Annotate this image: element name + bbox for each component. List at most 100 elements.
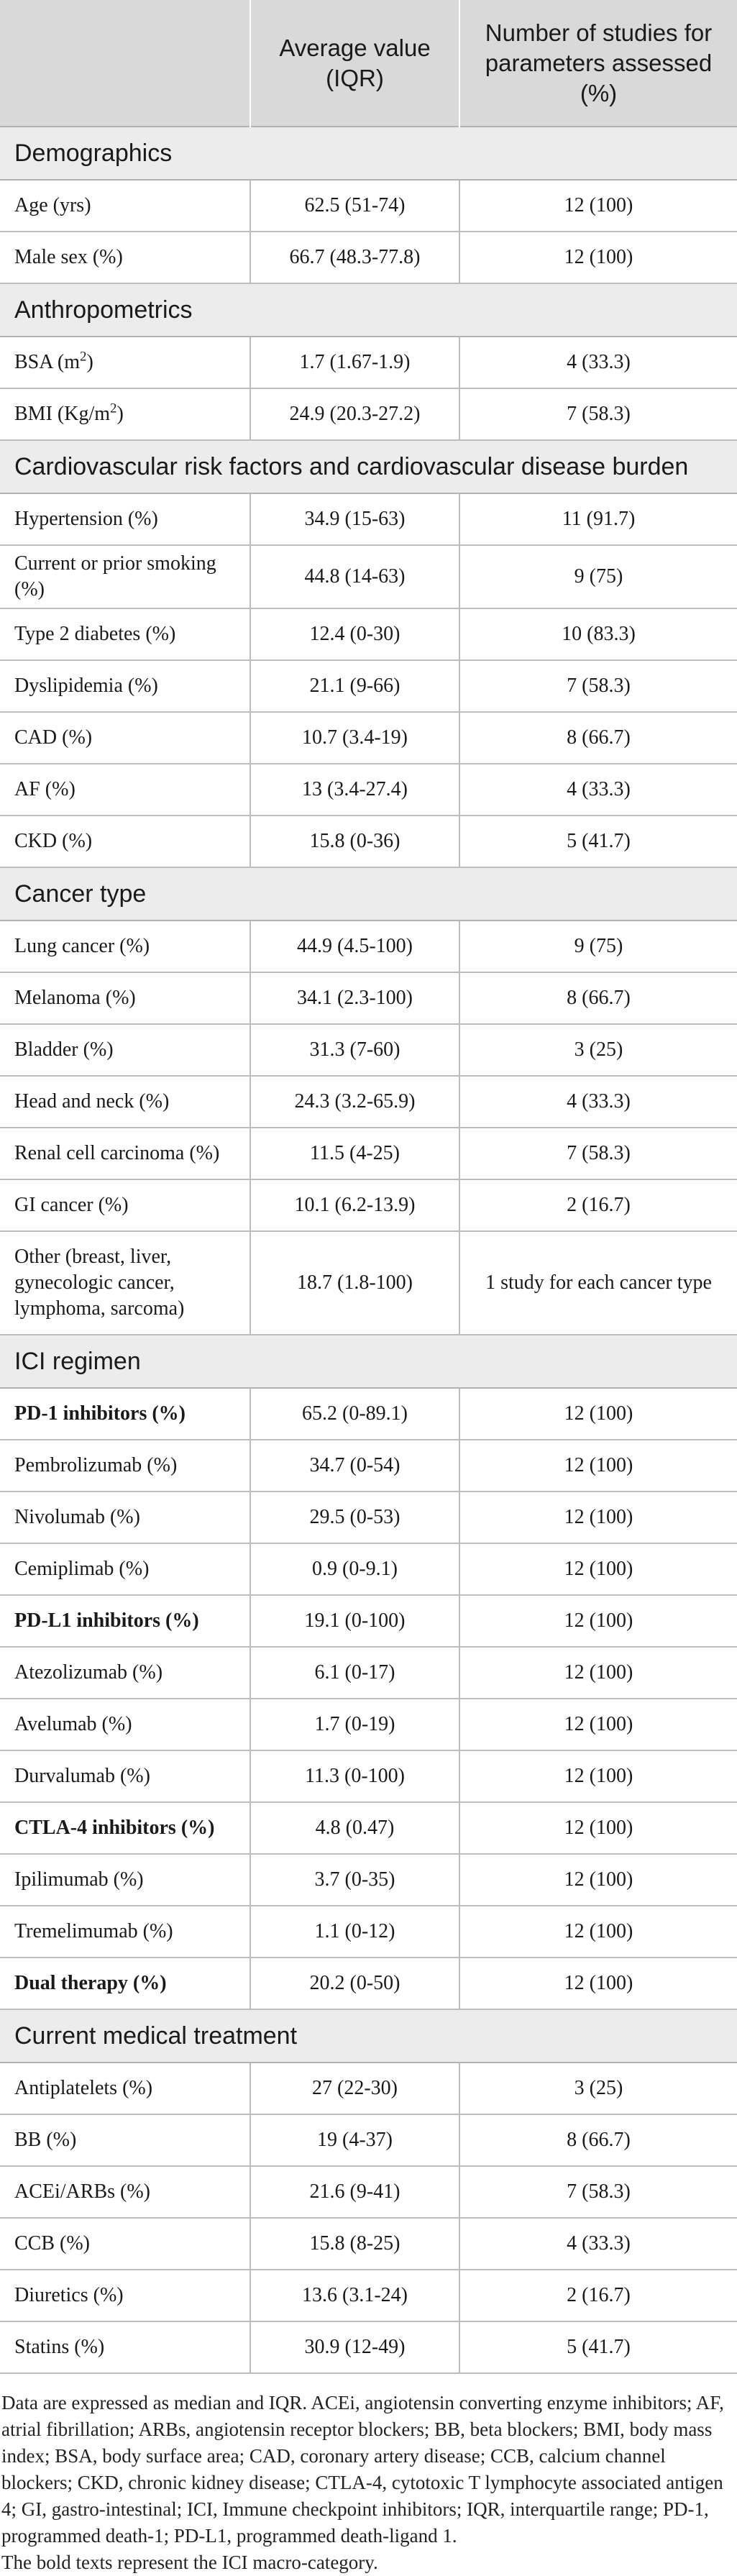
studies-count-cell: 2 (16.7) xyxy=(459,1179,737,1232)
row-label: Nivolumab (%) xyxy=(14,1506,140,1528)
table-row: Bladder (%) 31.3 (7-60) 3 (25) xyxy=(0,1024,737,1077)
row-label-cell: ACEi/ARBs (%) xyxy=(0,2166,250,2219)
row-label-cell: Other (breast, liver, gynecologic cancer… xyxy=(0,1231,250,1335)
average-value-cell: 34.1 (2.3-100) xyxy=(250,972,459,1025)
average-value-cell: 0.9 (0-9.1) xyxy=(250,1543,459,1596)
row-label: Renal cell carcinoma (%) xyxy=(14,1142,220,1164)
table-row: Other (breast, liver, gynecologic cancer… xyxy=(0,1231,737,1335)
studies-count-cell: 8 (66.7) xyxy=(459,2114,737,2167)
average-value-cell: 13 (3.4-27.4) xyxy=(250,764,459,816)
row-label-cell: Melanoma (%) xyxy=(0,972,250,1025)
average-value-cell: 15.8 (8-25) xyxy=(250,2218,459,2270)
studies-count-cell: 4 (33.3) xyxy=(459,1076,737,1128)
row-label-cell: CAD (%) xyxy=(0,712,250,764)
table-row: AF (%) 13 (3.4-27.4) 4 (33.3) xyxy=(0,764,737,816)
row-label-cell: PD-1 inhibitors (%) xyxy=(0,1388,250,1440)
studies-count-cell: 12 (100) xyxy=(459,1958,737,2010)
superscript: 2 xyxy=(110,401,117,416)
section-header-row: Current medical treatment xyxy=(0,2009,737,2063)
row-label-cell: Diuretics (%) xyxy=(0,2270,250,2322)
table-row: Diuretics (%) 13.6 (3.1-24) 2 (16.7) xyxy=(0,2270,737,2322)
row-label: Ipilimumab (%) xyxy=(14,1868,144,1891)
row-label-cell: Tremelimumab (%) xyxy=(0,1906,250,1958)
row-label: Dual therapy (%) xyxy=(14,1972,167,1994)
studies-count-cell: 12 (100) xyxy=(459,1699,737,1751)
table-row: Statins (%) 30.9 (12-49) 5 (41.7) xyxy=(0,2321,737,2374)
row-label-cell: Antiplatelets (%) xyxy=(0,2063,250,2115)
section-title: Current medical treatment xyxy=(0,2009,737,2063)
table-row: Tremelimumab (%) 1.1 (0-12) 12 (100) xyxy=(0,1906,737,1958)
row-label: CCB (%) xyxy=(14,2232,90,2255)
row-label-cell: BB (%) xyxy=(0,2114,250,2167)
table-row: Type 2 diabetes (%) 12.4 (0-30) 10 (83.3) xyxy=(0,608,737,661)
row-label: BMI (Kg/m xyxy=(14,403,110,425)
row-label: Melanoma (%) xyxy=(14,987,136,1009)
row-label: Atezolizumab (%) xyxy=(14,1661,163,1684)
studies-count-cell: 12 (100) xyxy=(459,1595,737,1648)
row-label-tail: ) xyxy=(116,403,124,425)
row-label: Other (breast, liver, gynecologic cancer… xyxy=(14,1246,185,1320)
table-header: Average value (IQR) Number of studies fo… xyxy=(0,0,737,127)
table-row: CCB (%) 15.8 (8-25) 4 (33.3) xyxy=(0,2218,737,2270)
table-row: Current or prior smoking (%) 44.8 (14-63)… xyxy=(0,545,737,609)
studies-count-cell: 12 (100) xyxy=(459,1802,737,1855)
row-label: Dyslipidemia (%) xyxy=(14,675,158,697)
row-label-cell: AF (%) xyxy=(0,764,250,816)
footnote-abbreviations: Data are expressed as median and IQR. AC… xyxy=(1,2392,724,2547)
studies-count-cell: 3 (25) xyxy=(459,2063,737,2115)
table-row: Durvalumab (%) 11.3 (0-100) 12 (100) xyxy=(0,1750,737,1803)
row-label: Age (yrs) xyxy=(14,194,91,216)
row-label: Tremelimumab (%) xyxy=(14,1920,173,1942)
average-value-cell: 1.1 (0-12) xyxy=(250,1906,459,1958)
average-value-cell: 27 (22-30) xyxy=(250,2063,459,2115)
studies-count-cell: 11 (91.7) xyxy=(459,493,737,546)
table-footnotes: Data are expressed as median and IQR. AC… xyxy=(0,2374,737,2576)
average-value-cell: 65.2 (0-89.1) xyxy=(250,1388,459,1440)
header-row: Average value (IQR) Number of studies fo… xyxy=(0,0,737,127)
row-label: Avelumab (%) xyxy=(14,1713,132,1735)
average-value-cell: 11.3 (0-100) xyxy=(250,1750,459,1803)
row-label-cell: Renal cell carcinoma (%) xyxy=(0,1128,250,1180)
average-value-cell: 1.7 (0-19) xyxy=(250,1699,459,1751)
footnote-bold-note: The bold texts represent the ICI macro-c… xyxy=(1,2552,378,2573)
average-value-cell: 44.9 (4.5-100) xyxy=(250,921,459,973)
table-row: ACEi/ARBs (%) 21.6 (9-41) 7 (58.3) xyxy=(0,2166,737,2219)
studies-count-cell: 4 (33.3) xyxy=(459,2218,737,2270)
row-label-cell: Type 2 diabetes (%) xyxy=(0,608,250,661)
table-row: Avelumab (%) 1.7 (0-19) 12 (100) xyxy=(0,1699,737,1751)
table-row: Melanoma (%) 34.1 (2.3-100) 8 (66.7) xyxy=(0,972,737,1025)
row-label-tail: ) xyxy=(86,351,93,373)
studies-count-cell: 1 study for each cancer type xyxy=(459,1231,737,1335)
table-row: Ipilimumab (%) 3.7 (0-35) 12 (100) xyxy=(0,1854,737,1906)
row-label: GI cancer (%) xyxy=(14,1194,129,1216)
studies-count-cell: 10 (83.3) xyxy=(459,608,737,661)
average-value-cell: 10.1 (6.2-13.9) xyxy=(250,1179,459,1232)
average-value-cell: 4.8 (0.47) xyxy=(250,1802,459,1855)
average-value-cell: 19.1 (0-100) xyxy=(250,1595,459,1648)
row-label-cell: Male sex (%) xyxy=(0,232,250,284)
row-label: ACEi/ARBs (%) xyxy=(14,2180,150,2203)
row-label: CAD (%) xyxy=(14,726,93,749)
table-row: PD-L1 inhibitors (%) 19.1 (0-100) 12 (100) xyxy=(0,1595,737,1648)
average-value-cell: 66.7 (48.3-77.8) xyxy=(250,232,459,284)
row-label-cell: BMI (Kg/m2) xyxy=(0,388,250,441)
row-label-cell: Pembrolizumab (%) xyxy=(0,1440,250,1492)
section-title: ICI regimen xyxy=(0,1334,737,1389)
row-label: Current or prior smoking (%) xyxy=(14,552,216,600)
studies-count-cell: 7 (58.3) xyxy=(459,388,737,441)
table-row: Head and neck (%) 24.3 (3.2-65.9) 4 (33.3) xyxy=(0,1076,737,1128)
average-value-cell: 44.8 (14-63) xyxy=(250,545,459,609)
table-row: Renal cell carcinoma (%) 11.5 (4-25) 7 (58… xyxy=(0,1128,737,1180)
row-label-cell: Avelumab (%) xyxy=(0,1699,250,1751)
table-row: Atezolizumab (%) 6.1 (0-17) 12 (100) xyxy=(0,1647,737,1699)
average-value-cell: 13.6 (3.1-24) xyxy=(250,2270,459,2322)
superscript: 2 xyxy=(80,349,87,365)
row-label-cell: Current or prior smoking (%) xyxy=(0,545,250,609)
row-label: Hypertension (%) xyxy=(14,508,158,530)
studies-count-cell: 12 (100) xyxy=(459,1388,737,1440)
average-value-cell: 1.7 (1.67-1.9) xyxy=(250,337,459,389)
row-label-cell: BSA (m2) xyxy=(0,337,250,389)
studies-count-cell: 7 (58.3) xyxy=(459,2166,737,2219)
row-label-cell: Bladder (%) xyxy=(0,1024,250,1077)
row-label-cell: Atezolizumab (%) xyxy=(0,1647,250,1699)
